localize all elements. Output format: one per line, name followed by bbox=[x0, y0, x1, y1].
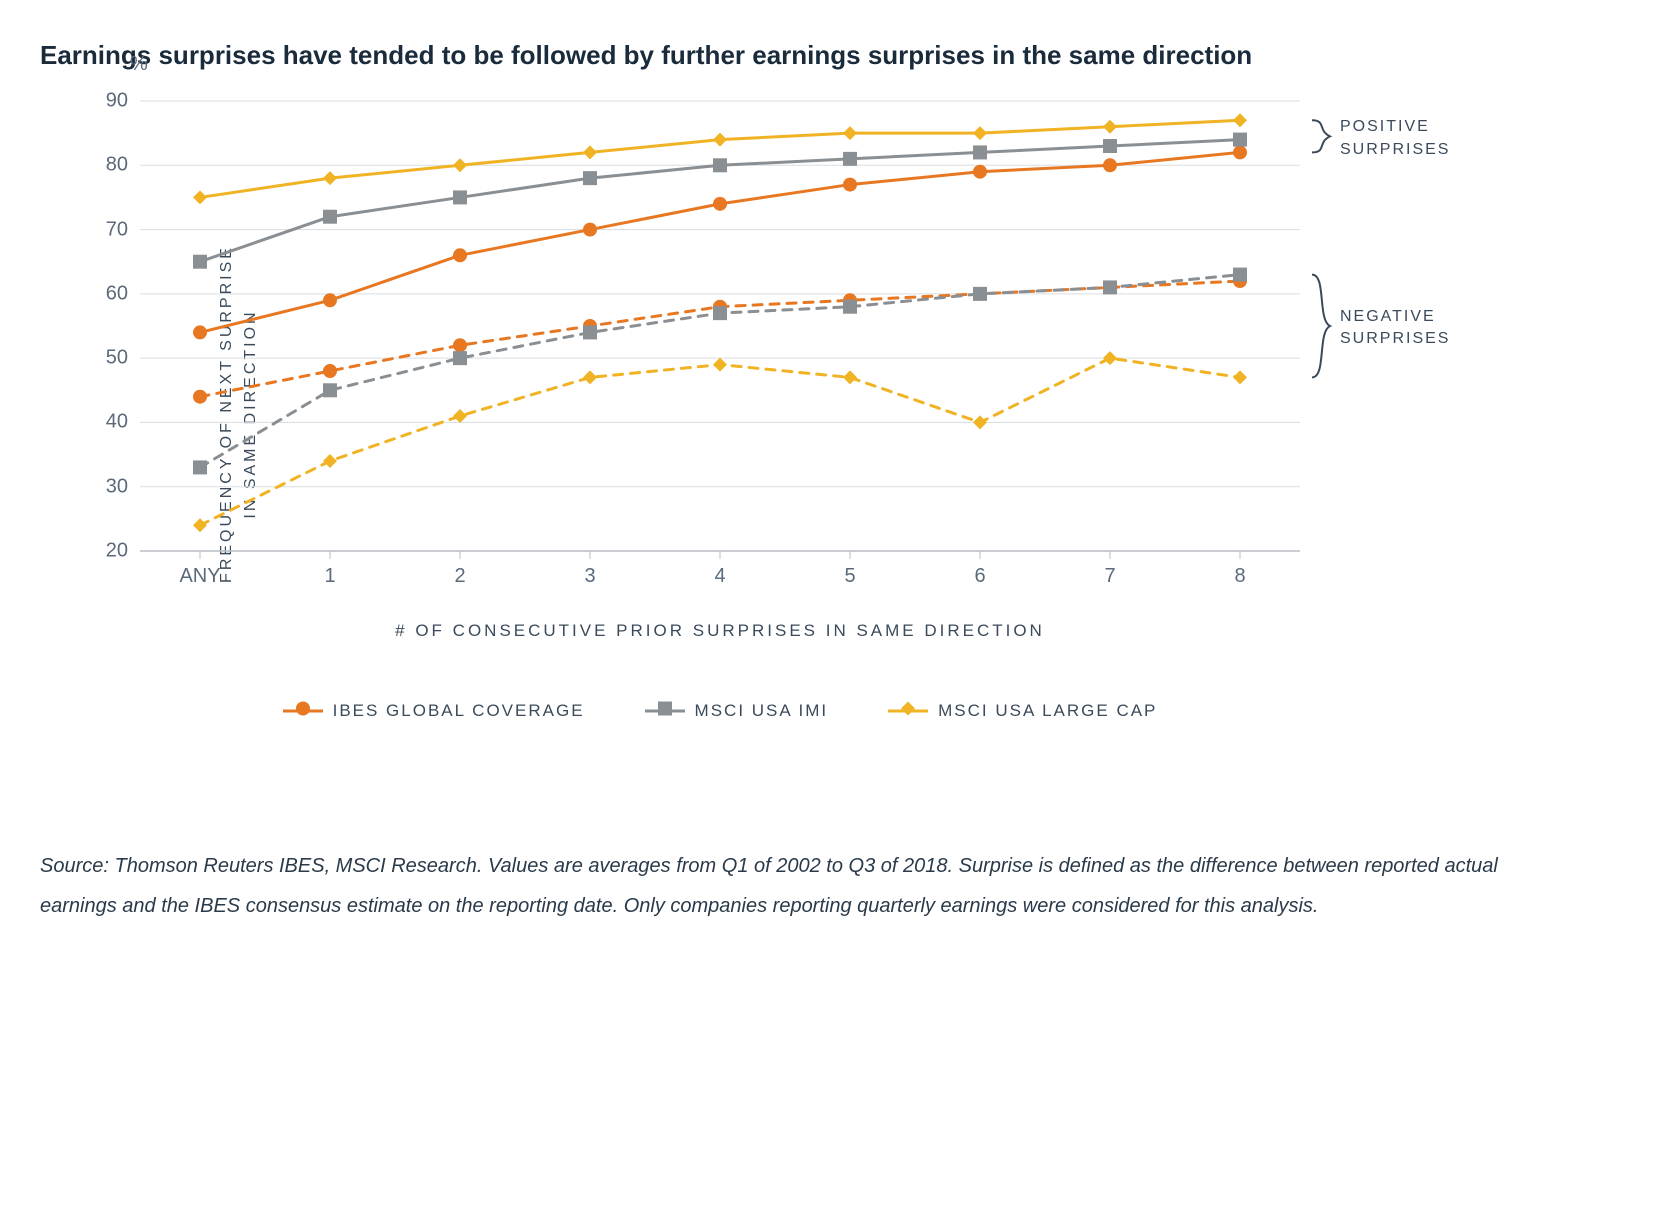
brace bbox=[1312, 120, 1330, 152]
data-point bbox=[323, 171, 337, 185]
data-point bbox=[843, 370, 857, 384]
data-point bbox=[583, 325, 597, 339]
y-axis-unit: % bbox=[130, 53, 148, 76]
data-point bbox=[843, 300, 857, 314]
data-point bbox=[323, 210, 337, 224]
data-point bbox=[843, 152, 857, 166]
y-tick-label: 20 bbox=[106, 540, 128, 563]
y-tick-label: 50 bbox=[106, 347, 128, 370]
data-point bbox=[1103, 120, 1117, 134]
data-point bbox=[193, 190, 207, 204]
data-point bbox=[1103, 158, 1117, 172]
data-point bbox=[323, 293, 337, 307]
x-tick-label: ANY bbox=[179, 565, 220, 588]
data-point bbox=[453, 338, 467, 352]
data-point bbox=[973, 126, 987, 140]
series-large_neg bbox=[193, 351, 1247, 532]
x-tick-label: 2 bbox=[454, 565, 465, 588]
data-point bbox=[973, 165, 987, 179]
legend-label: MSCI USA IMI bbox=[695, 701, 829, 721]
source-note: Source: Thomson Reuters IBES, MSCI Resea… bbox=[40, 846, 1500, 926]
plot-area: 2030405060708090ANY12345678POSITIVESURPR… bbox=[140, 101, 1300, 551]
x-tick-label: 7 bbox=[1104, 565, 1115, 588]
data-point bbox=[193, 518, 207, 532]
chart-container: FREQUENCY OF NEXT SURPRISEIN SAME DIRECT… bbox=[140, 101, 1640, 726]
data-point bbox=[973, 415, 987, 429]
data-point bbox=[1103, 139, 1117, 153]
y-tick-label: 70 bbox=[106, 218, 128, 241]
data-point bbox=[583, 145, 597, 159]
data-point bbox=[713, 358, 727, 372]
legend-label: MSCI USA LARGE CAP bbox=[938, 701, 1157, 721]
y-tick-label: 90 bbox=[106, 90, 128, 113]
data-point bbox=[1233, 268, 1247, 282]
legend-swatch bbox=[645, 701, 685, 721]
group-annotation: POSITIVESURPRISES bbox=[1340, 116, 1450, 161]
chart-svg bbox=[140, 101, 1300, 551]
data-point bbox=[453, 158, 467, 172]
y-tick-label: 80 bbox=[106, 154, 128, 177]
data-point bbox=[453, 190, 467, 204]
legend-swatch bbox=[888, 701, 928, 721]
data-point bbox=[713, 197, 727, 211]
y-tick-label: 60 bbox=[106, 282, 128, 305]
data-point bbox=[583, 370, 597, 384]
data-point bbox=[193, 460, 207, 474]
data-point bbox=[973, 145, 987, 159]
data-point bbox=[1103, 351, 1117, 365]
group-annotation: NEGATIVESURPRISES bbox=[1340, 306, 1450, 351]
x-tick-label: 5 bbox=[844, 565, 855, 588]
data-point bbox=[193, 255, 207, 269]
data-point bbox=[583, 223, 597, 237]
x-tick-label: 4 bbox=[714, 565, 725, 588]
data-point bbox=[843, 126, 857, 140]
data-point bbox=[323, 454, 337, 468]
legend-item-ibes: IBES GLOBAL COVERAGE bbox=[283, 701, 585, 721]
data-point bbox=[713, 158, 727, 172]
data-point bbox=[323, 383, 337, 397]
chart-title: Earnings surprises have tended to be fol… bbox=[40, 40, 1640, 71]
y-tick-label: 30 bbox=[106, 475, 128, 498]
data-point bbox=[713, 306, 727, 320]
brace bbox=[1312, 275, 1330, 378]
data-point bbox=[453, 409, 467, 423]
data-point bbox=[843, 178, 857, 192]
legend-label: IBES GLOBAL COVERAGE bbox=[333, 701, 585, 721]
data-point bbox=[323, 364, 337, 378]
data-point bbox=[713, 133, 727, 147]
data-point bbox=[973, 287, 987, 301]
data-point bbox=[583, 171, 597, 185]
data-point bbox=[1233, 145, 1247, 159]
x-tick-label: 8 bbox=[1234, 565, 1245, 588]
data-point bbox=[1103, 280, 1117, 294]
x-tick-label: 6 bbox=[974, 565, 985, 588]
data-point bbox=[193, 390, 207, 404]
legend-item-imi: MSCI USA IMI bbox=[645, 701, 829, 721]
legend-swatch bbox=[283, 701, 323, 721]
data-point bbox=[453, 248, 467, 262]
data-point bbox=[453, 351, 467, 365]
y-tick-label: 40 bbox=[106, 411, 128, 434]
data-point bbox=[1233, 113, 1247, 127]
legend-item-large: MSCI USA LARGE CAP bbox=[888, 701, 1157, 721]
x-axis-title: # OF CONSECUTIVE PRIOR SURPRISES IN SAME… bbox=[140, 621, 1300, 641]
data-point bbox=[1233, 370, 1247, 384]
x-tick-label: 1 bbox=[324, 565, 335, 588]
data-point bbox=[193, 325, 207, 339]
x-tick-label: 3 bbox=[584, 565, 595, 588]
data-point bbox=[1233, 133, 1247, 147]
legend: IBES GLOBAL COVERAGE MSCI USA IMI MSCI USA… bbox=[140, 701, 1300, 726]
